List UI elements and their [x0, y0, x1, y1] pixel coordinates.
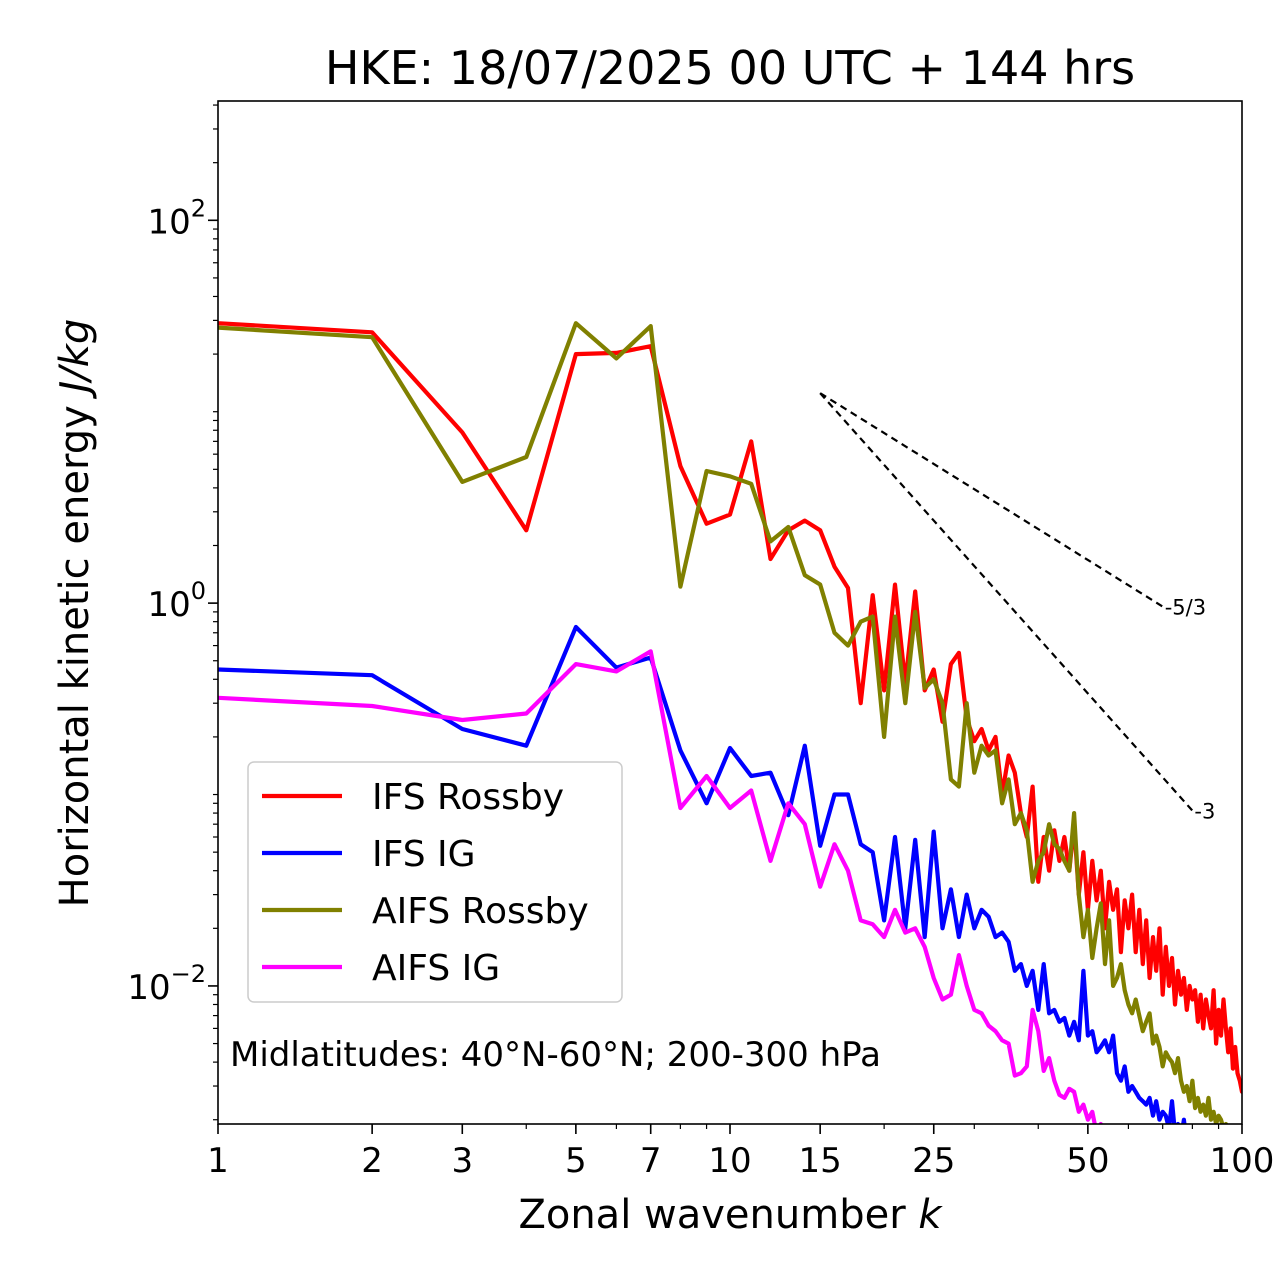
slope-line-1: [819, 392, 1164, 608]
slope-label-2: -3: [1194, 800, 1215, 824]
y-tick-label: 100: [147, 577, 206, 625]
x-tick-label: 2: [361, 1141, 383, 1181]
series-line-ifs-ig: [218, 624, 1187, 1124]
legend-label-ifs-ig: IFS IG: [372, 834, 476, 875]
legend: IFS Rossby IFS IG AIFS Rossby AIFS IG: [247, 761, 623, 1003]
legend-label-aifs-rossby: AIFS Rossby: [372, 891, 589, 932]
x-tick-label: 5: [565, 1141, 587, 1181]
reference-slopes: -5/3 -3: [819, 392, 1215, 824]
x-tick-label: 25: [912, 1141, 955, 1181]
y-axis-label: Horizontal kinetic energy J/kg: [52, 319, 98, 908]
x-tick-label: 1: [207, 1141, 229, 1181]
y-tick-label: 102: [147, 194, 206, 242]
y-tick-label: 10−2: [127, 960, 206, 1008]
x-axis-ticks: 1 2 3 5 7 10 15 25 50 100: [207, 1124, 1274, 1181]
slope-line-2: [819, 392, 1194, 812]
x-tick-label: 100: [1210, 1141, 1275, 1181]
legend-label-aifs-ig: AIFS IG: [372, 948, 500, 989]
y-axis-ticks: 10−2 100 102: [127, 104, 218, 1121]
x-tick-label: 3: [451, 1141, 473, 1181]
legend-box: [247, 761, 623, 1003]
x-axis-label: Zonal wavenumber k: [518, 1192, 943, 1238]
region-annotation: Midlatitudes: 40°N-60°N; 200-300 hPa: [230, 1035, 881, 1075]
series-line-ifs-rossby: [218, 321, 1242, 1094]
series-line-aifs-rossby: [218, 321, 1229, 1124]
series-layer: [218, 321, 1242, 1124]
x-tick-label: 15: [799, 1141, 842, 1181]
x-tick-label: 10: [708, 1141, 751, 1181]
chart-title: HKE: 18/07/2025 00 UTC + 144 hrs: [325, 41, 1135, 95]
legend-label-ifs-rossby: IFS Rossby: [372, 777, 564, 818]
x-tick-label: 50: [1066, 1141, 1109, 1181]
slope-label-1: -5/3: [1165, 596, 1206, 620]
series-line-aifs-ig: [218, 649, 1103, 1124]
x-tick-label: 7: [640, 1141, 662, 1181]
